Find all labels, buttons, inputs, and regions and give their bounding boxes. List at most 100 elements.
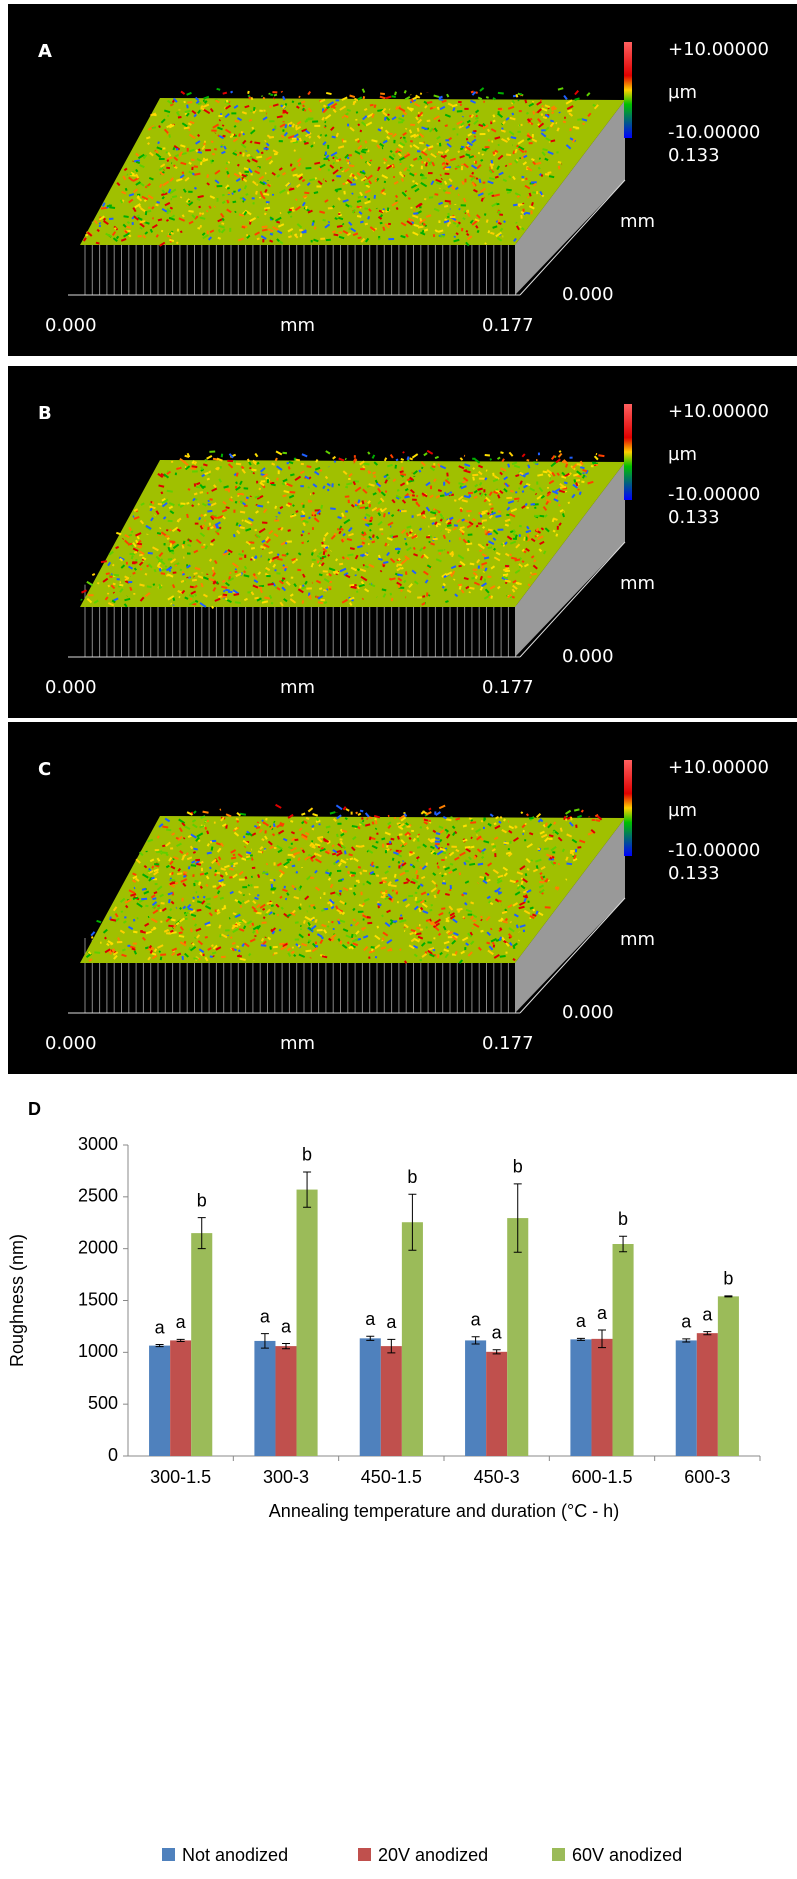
surface-texture	[239, 526, 245, 530]
surface-texture	[478, 543, 485, 550]
surface-texture	[390, 884, 397, 888]
surface-texture	[193, 186, 197, 190]
surface-texture	[413, 905, 419, 911]
surface-texture	[563, 481, 568, 485]
surface-texture	[216, 884, 222, 890]
surface-texture	[433, 127, 438, 133]
surface-texture	[327, 101, 335, 107]
surface-texture	[167, 898, 171, 904]
error-bar	[703, 1331, 712, 1336]
surface-texture	[220, 867, 226, 871]
surface-texture	[278, 167, 283, 171]
surface-texture	[298, 95, 301, 99]
surface-texture	[498, 820, 502, 824]
significance-label: a	[365, 1309, 376, 1329]
surface-texture	[141, 556, 147, 561]
surface-texture	[109, 206, 116, 209]
surface-texture	[330, 126, 335, 132]
surface-texture	[471, 171, 475, 175]
surface-texture	[195, 140, 201, 145]
surface-texture	[593, 455, 599, 461]
surface-texture	[359, 553, 365, 557]
surface-texture	[116, 182, 121, 187]
surface-texture	[252, 899, 257, 905]
surface-texture	[130, 171, 135, 176]
surface-texture	[213, 559, 218, 565]
surface-texture	[181, 544, 185, 549]
surface-texture	[250, 591, 255, 596]
surface-texture	[483, 595, 490, 600]
surface-texture	[375, 535, 380, 540]
surface-texture	[478, 470, 483, 476]
surface-texture	[342, 230, 349, 235]
surface-texture	[260, 937, 265, 942]
surface-texture	[457, 554, 465, 560]
surface-texture	[175, 241, 179, 245]
y-min: 0.000	[562, 1002, 614, 1023]
surface-texture	[307, 486, 310, 489]
surface-texture	[133, 950, 137, 955]
surface-texture	[456, 907, 463, 911]
surface-texture	[238, 890, 243, 895]
surface-texture	[572, 857, 578, 862]
y-tick-label: 500	[88, 1393, 118, 1413]
surface-texture	[397, 152, 403, 157]
surface-texture	[236, 820, 240, 823]
surface-texture	[530, 555, 535, 559]
surface-texture	[211, 605, 215, 609]
surface-texture	[371, 139, 378, 143]
surface-texture	[487, 862, 493, 867]
surface-texture	[207, 509, 213, 513]
surface-texture	[441, 874, 444, 878]
surface-texture	[147, 209, 152, 213]
surface-texture	[412, 157, 418, 161]
surface-texture	[216, 466, 220, 471]
surface-texture	[489, 813, 494, 818]
surface-texture	[206, 174, 209, 179]
surface-texture	[302, 573, 306, 578]
surface-texture	[344, 153, 350, 159]
surface-texture	[568, 821, 574, 827]
surface-texture	[211, 951, 217, 955]
surface-texture	[290, 139, 296, 143]
surface-texture	[291, 884, 296, 889]
bar	[191, 1233, 213, 1456]
surface-texture	[340, 832, 345, 837]
surface-texture	[165, 864, 170, 869]
surface-texture	[345, 181, 349, 185]
surface-texture	[269, 878, 274, 882]
surface-texture	[222, 589, 226, 593]
surface-texture	[396, 581, 403, 587]
surface-texture	[420, 942, 426, 947]
surface-texture	[346, 537, 353, 542]
surface-texture	[297, 887, 302, 891]
surface-texture	[512, 942, 518, 948]
surface-texture	[193, 923, 198, 927]
surface-texture	[127, 542, 133, 546]
surface-texture	[488, 491, 493, 497]
surface-texture	[215, 871, 221, 875]
surface-texture	[211, 944, 214, 947]
surface-texture	[509, 941, 513, 946]
surface-texture	[479, 87, 485, 92]
surface-texture	[537, 166, 541, 170]
surface-texture	[445, 833, 451, 839]
surface-texture	[579, 839, 586, 844]
surface-texture	[301, 849, 306, 854]
surface-texture	[295, 198, 298, 201]
surface-texture	[225, 506, 230, 510]
surface-texture	[149, 507, 153, 512]
surface-texture	[432, 537, 438, 541]
surface-texture	[197, 102, 202, 106]
surface-texture	[158, 823, 164, 828]
surface-texture	[507, 852, 513, 857]
surface-texture	[363, 107, 368, 112]
surface-texture	[422, 147, 428, 153]
surface-texture	[361, 500, 365, 505]
surface-texture	[180, 90, 186, 95]
surface-texture	[438, 804, 446, 810]
error-bar	[619, 1235, 628, 1253]
surface-texture	[262, 96, 266, 100]
surface-texture	[325, 450, 331, 455]
surface-texture	[499, 489, 504, 495]
